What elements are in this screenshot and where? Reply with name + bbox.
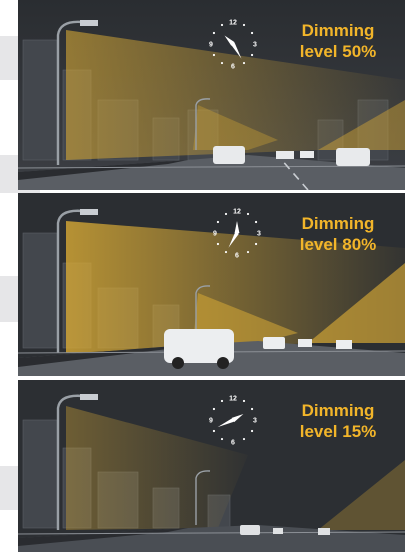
clock-tick — [246, 250, 250, 254]
clock-numeral: 12 — [229, 20, 237, 27]
clock-numeral: 6 — [231, 440, 235, 447]
dimming-word: Dimming — [301, 214, 375, 233]
clock-tick — [212, 429, 216, 433]
clock-icon: 12 3 6 9 — [209, 396, 257, 447]
clock-tick — [220, 437, 224, 441]
clock-tick — [216, 220, 220, 224]
clock-numeral: 6 — [231, 64, 235, 71]
street-scene-illustration — [18, 0, 405, 190]
clock-tick — [220, 399, 224, 403]
clock-hour-hand — [231, 414, 244, 423]
clock-numeral: 3 — [257, 231, 261, 238]
dimming-word: Dimming — [301, 21, 375, 40]
clock-tick — [254, 242, 258, 246]
clock-numeral: 3 — [253, 42, 257, 49]
night-street-scene-panel-2: 12 3 6 9 Dimming level 80% — [18, 193, 405, 376]
clock-tick — [246, 212, 250, 216]
clock-tick — [250, 31, 254, 35]
clock-numeral: 12 — [233, 209, 241, 216]
clock-icon: 12 3 6 9 — [213, 209, 261, 260]
clock-tick — [224, 250, 228, 254]
clock-tick — [242, 437, 246, 441]
clock-icon: 12 3 6 9 — [209, 20, 257, 71]
dimming-level-label: Dimming level 80% — [283, 213, 393, 255]
clock-minute-hand — [231, 43, 242, 59]
clock-tick — [212, 31, 216, 35]
clock-tick — [242, 399, 246, 403]
clock-tick — [250, 429, 254, 433]
clock-hub — [235, 231, 239, 235]
clock-tick — [224, 212, 228, 216]
dimming-level-value: level 50% — [299, 42, 377, 61]
dimming-level-value: level 15% — [299, 422, 377, 441]
clock-minute-hand — [217, 418, 234, 428]
clock-numeral: 9 — [209, 418, 213, 425]
dimming-level-label: Dimming level 15% — [283, 400, 393, 442]
clock-minute-hand — [228, 232, 239, 248]
street-scene-illustration — [18, 193, 405, 376]
clock-tick — [220, 23, 224, 27]
clock-numeral: 9 — [213, 231, 217, 238]
clock-tick — [216, 242, 220, 246]
clock-tick — [250, 407, 254, 411]
dimming-level-value: level 80% — [299, 235, 377, 254]
dimming-word: Dimming — [301, 401, 375, 420]
night-street-scene-panel-1: 12 3 6 9 Dimming level 50% — [18, 0, 405, 190]
clock-numeral: 3 — [253, 418, 257, 425]
clock-tick — [212, 53, 216, 57]
clock-tick — [212, 407, 216, 411]
clock-tick — [250, 53, 254, 57]
clock-tick — [220, 61, 224, 65]
clock-tick — [242, 23, 246, 27]
clock-hub — [231, 418, 235, 422]
night-street-scene-panel-3: 12 3 6 9 Dimming level 15% — [18, 380, 405, 552]
street-scene-illustration — [18, 380, 405, 552]
clock-tick — [254, 220, 258, 224]
clock-hour-hand — [234, 221, 240, 233]
dimming-level-label: Dimming level 50% — [283, 20, 393, 62]
clock-numeral: 6 — [235, 253, 239, 260]
clock-numeral: 9 — [209, 42, 213, 49]
clock-tick — [242, 61, 246, 65]
clock-hub — [231, 42, 235, 46]
clock-numeral: 12 — [229, 396, 237, 403]
